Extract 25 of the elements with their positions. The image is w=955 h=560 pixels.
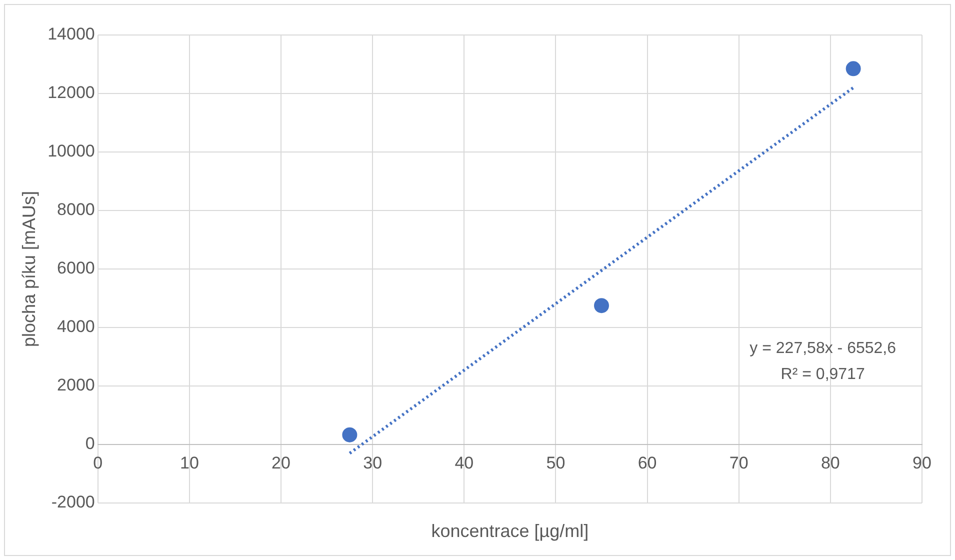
x-tick-label: 70: [729, 453, 748, 472]
annotation: R² = 0,9717: [780, 366, 865, 383]
y-tick-label: 12000: [48, 83, 95, 102]
x-axis-title: koncentrace [µg/ml]: [431, 521, 589, 541]
y-tick-label: 6000: [57, 258, 95, 278]
y-tick-label: 2000: [57, 376, 95, 395]
x-tick-label: 10: [180, 453, 199, 472]
x-tick-label: 80: [820, 453, 840, 472]
x-tick-label: 40: [454, 453, 474, 472]
x-tick-label: 30: [363, 453, 382, 472]
y-tick-label: 8000: [57, 200, 95, 220]
y-tick-label: -2000: [51, 492, 95, 512]
y-tick-label: 4000: [57, 317, 95, 336]
x-tick-label: 20: [272, 453, 290, 472]
point: [594, 298, 610, 314]
annotation: y = 227,58x - 6552,6: [750, 340, 896, 357]
point: [846, 61, 861, 76]
x-tick-label: 90: [912, 453, 932, 472]
x-tick-label: 50: [546, 453, 566, 472]
x-tick-label: 60: [638, 453, 657, 472]
y-tick-label: 10000: [48, 142, 95, 161]
y-axis-title: plocha píku [mAUs]: [18, 190, 39, 348]
y-tick-label: 14000: [48, 24, 95, 44]
y-tick-label: 0: [85, 434, 95, 454]
point: [342, 427, 358, 442]
